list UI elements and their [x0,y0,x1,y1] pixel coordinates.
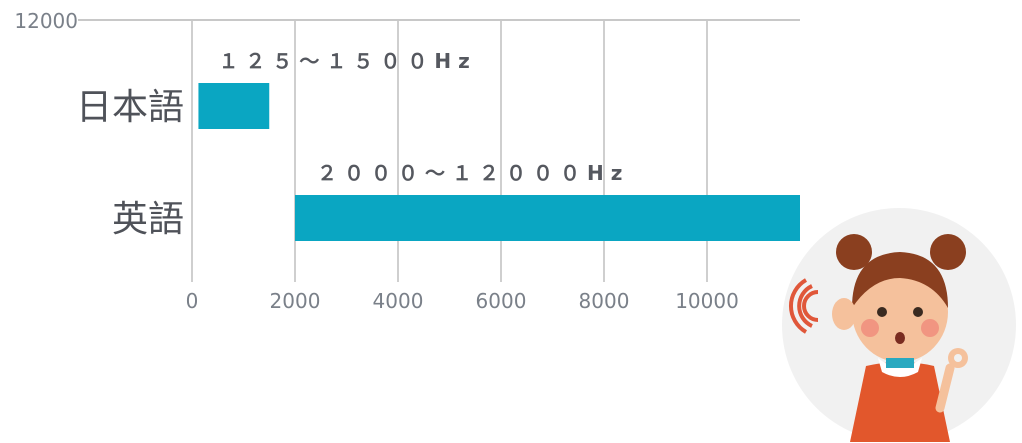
data-labels: １２５～１５００Hz ２０００～１２０００Hz [218,49,629,185]
x-tick-label: 2000 [270,289,321,313]
x-tick-label: 10000 [675,289,739,313]
bar [295,195,800,241]
bar-data-label: ２０００～１２０００Hz [317,161,629,185]
bars [198,83,800,241]
category-label: 英語 [112,199,184,240]
x-tick-label: 6000 [476,289,527,313]
x-tick-label: 0 [186,289,199,313]
x-axis-ticks: 0 2000 4000 6000 8000 10000 [186,289,739,313]
category-label: 日本語 [76,87,184,128]
bar-data-label: １２５～１５００Hz [218,49,476,73]
x-tick-label: 4000 [373,289,424,313]
top-axis-label: 12000 [14,9,78,33]
x-tick-label: 8000 [579,289,630,313]
gridlines [191,20,708,282]
bar [198,83,270,129]
girl-listening-icon [782,208,1016,442]
